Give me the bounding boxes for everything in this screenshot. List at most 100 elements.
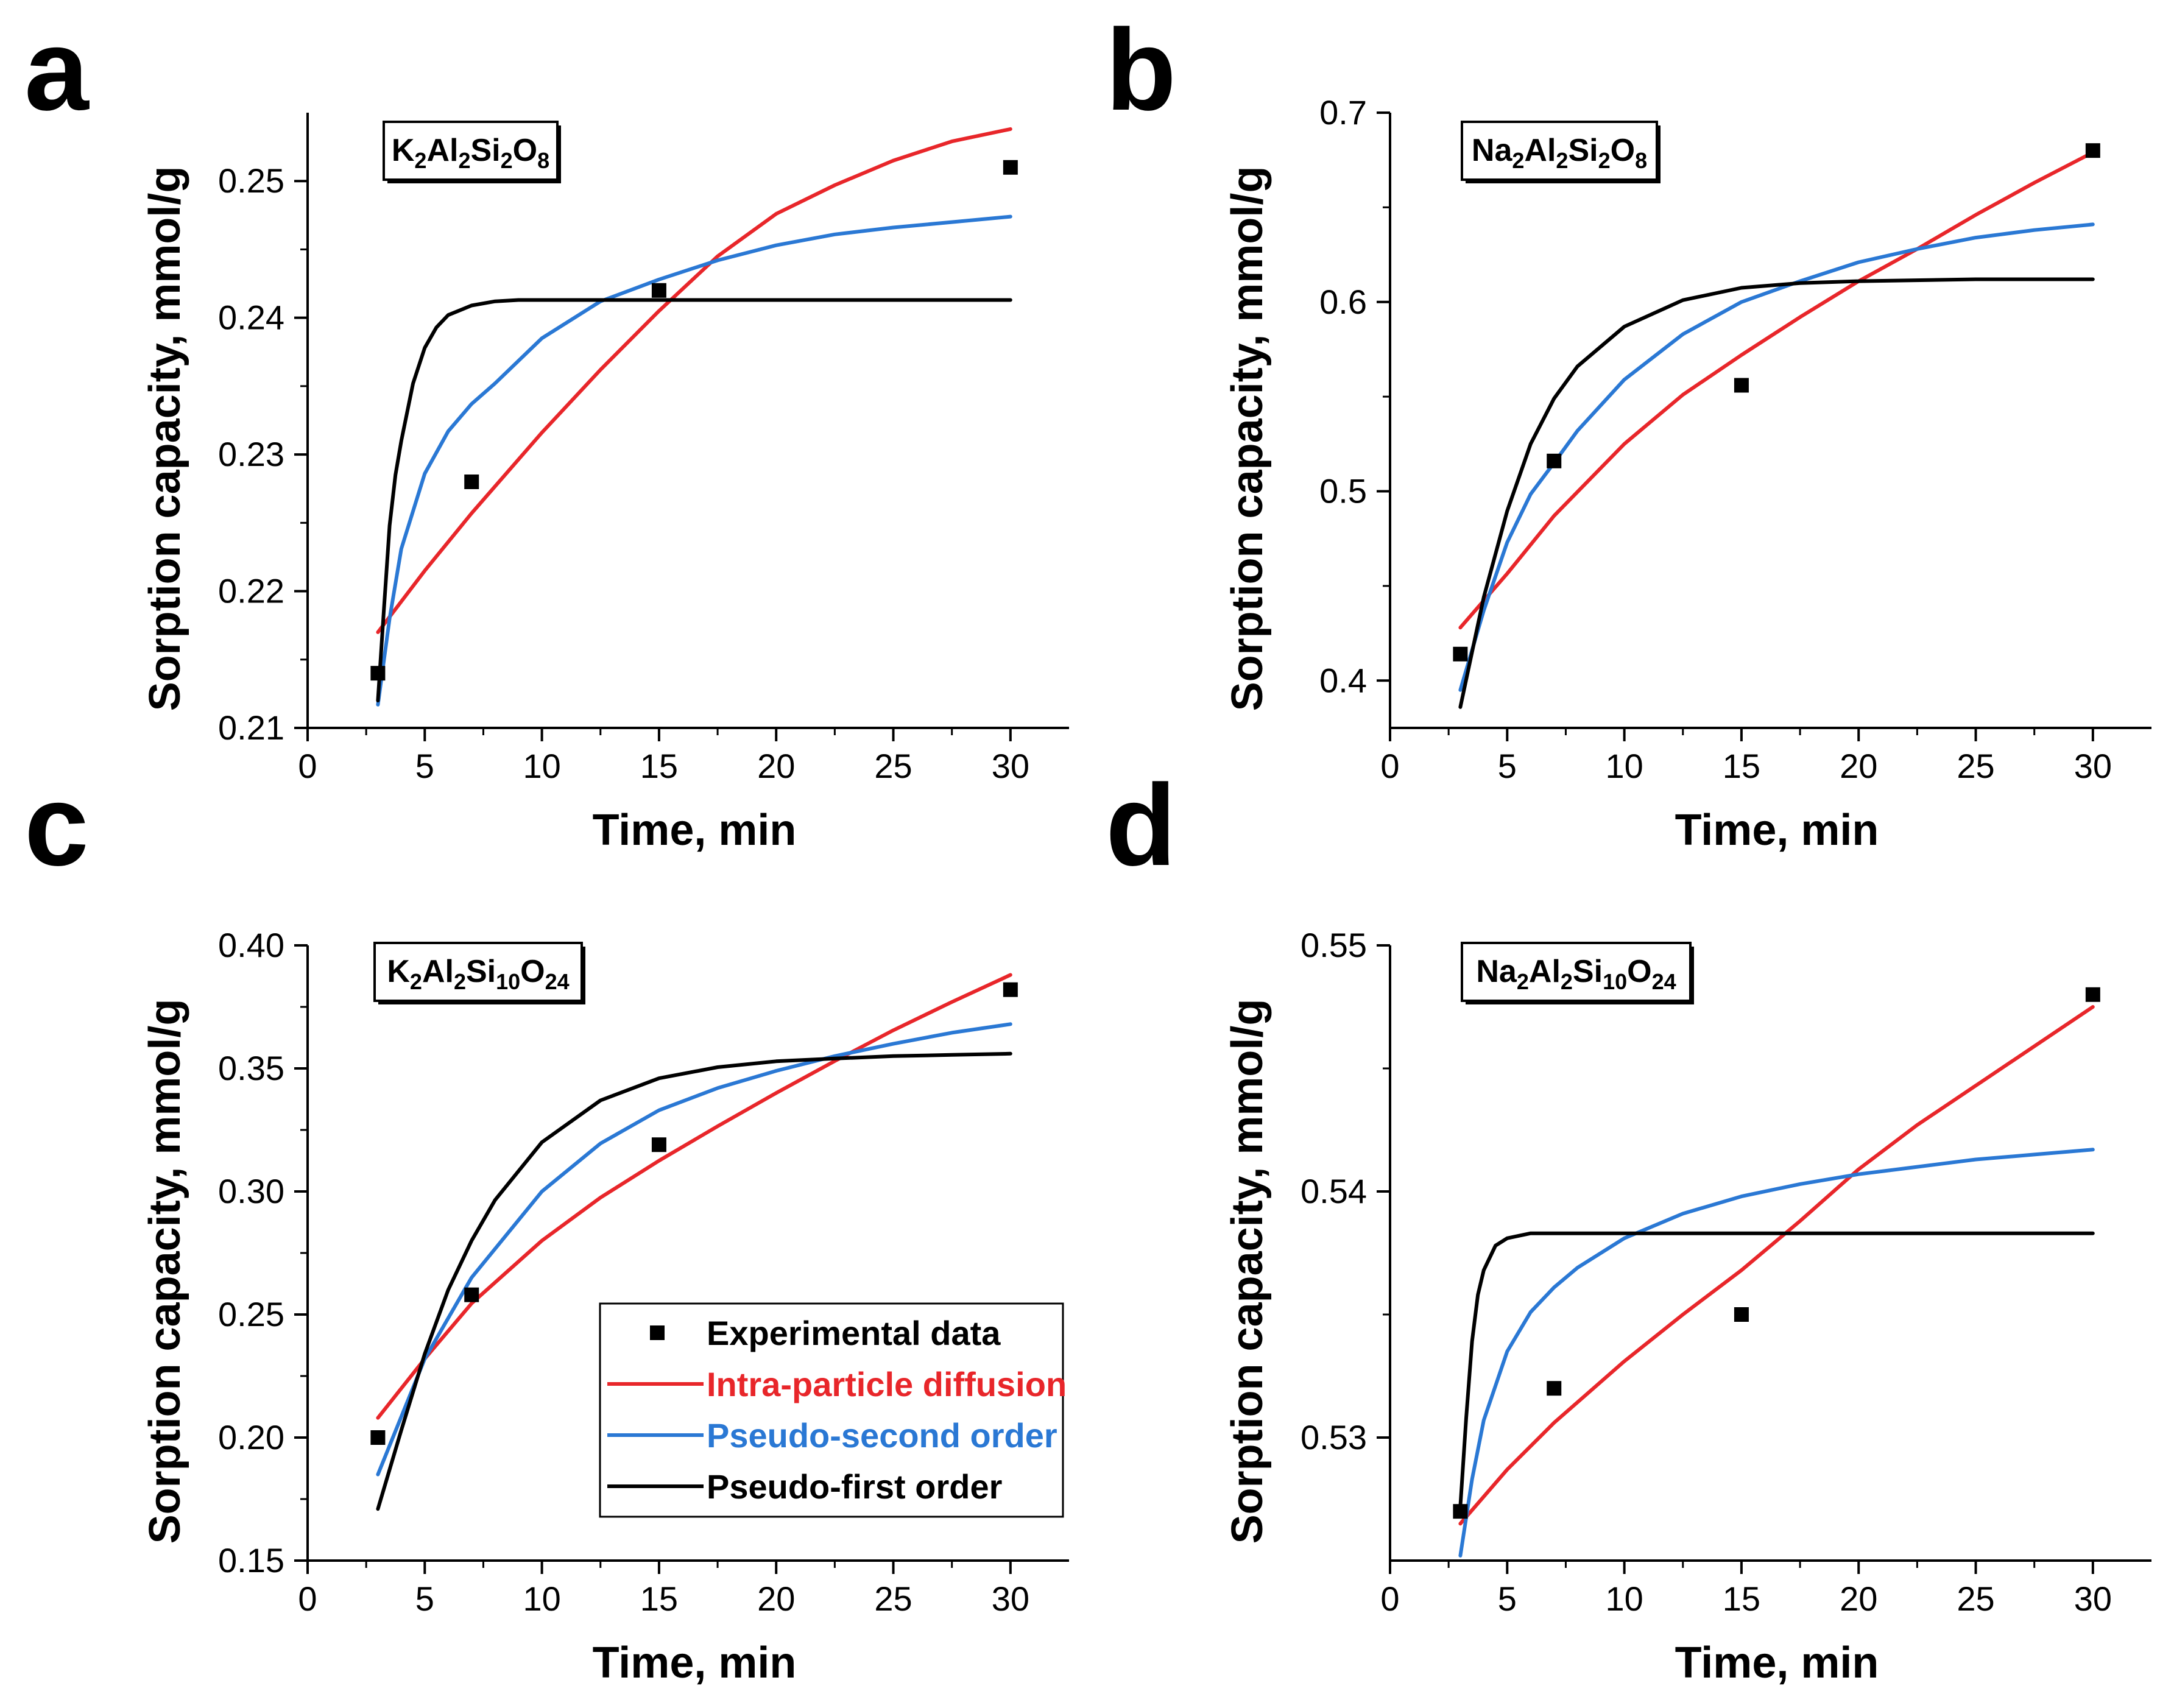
y-tick-label: 0.22: [218, 572, 284, 610]
y-tick-label: 0.35: [218, 1049, 284, 1087]
x-tick-label: 10: [523, 747, 560, 785]
experimental-point: [1003, 982, 1018, 997]
x-tick-label: 0: [1380, 1579, 1399, 1618]
y-tick-label: 0.15: [218, 1541, 284, 1579]
y-tick-label: 0.40: [218, 926, 284, 964]
experimental-point: [2085, 143, 2100, 158]
sample-label-box: [383, 121, 559, 181]
y-tick-label: 0.55: [1301, 926, 1367, 964]
series-line-intra-particle-diffusion: [376, 973, 1012, 1420]
y-tick-label: 0.21: [218, 708, 284, 747]
x-axis-title: Time, min: [593, 806, 797, 855]
x-tick-label: 5: [415, 1579, 434, 1618]
experimental-point: [651, 283, 666, 298]
legend-label-pseudo-second: Pseudo-second order: [707, 1416, 1057, 1455]
x-tick-label: 0: [298, 747, 317, 785]
y-tick-label: 0.5: [1319, 472, 1367, 510]
sample-label: K2Al2Si2O8: [392, 133, 549, 173]
x-tick-label: 5: [1498, 1579, 1517, 1618]
series-line-pseudo-first-order: [376, 298, 1012, 703]
panel-letter: c: [24, 761, 89, 890]
panel-c: c 0 5 10 15 20 25 30 0.15 0.20 0.25 0.30 0.35 0.40 Tim…: [24, 761, 1069, 1687]
x-tick-label: 20: [1840, 1579, 1877, 1618]
y-tick-label: 0.4: [1319, 661, 1367, 699]
series-line-pseudo-first-order: [1458, 1231, 2095, 1509]
series-line-pseudo-second-order: [376, 1022, 1012, 1477]
y-tick-label: 0.7: [1319, 93, 1367, 132]
series-line-intra-particle-diffusion: [1458, 150, 2095, 630]
y-axis-title: Sorption capacity, mmol/g: [1223, 166, 1272, 711]
experimental-point: [1547, 453, 1562, 468]
y-tick-label: 0.6: [1319, 283, 1367, 321]
panel-letter: d: [1106, 761, 1176, 890]
experimental-point: [651, 1137, 666, 1152]
experimental-point: [464, 475, 479, 489]
series-line-pseudo-first-order: [1458, 277, 2095, 709]
series-line-pseudo-first-order: [376, 1051, 1012, 1511]
x-tick-label: 15: [640, 747, 678, 785]
x-tick-label: 20: [757, 1579, 795, 1618]
experimental-point: [1734, 378, 1749, 393]
x-tick-label: 15: [1723, 747, 1760, 785]
x-tick-label: 20: [1840, 747, 1877, 785]
x-tick-label: 30: [992, 1579, 1029, 1618]
x-tick-label: 10: [523, 1579, 560, 1618]
x-tick-label: 10: [1605, 747, 1643, 785]
x-tick-label: 15: [1723, 1579, 1760, 1618]
sample-label: K2Al2Si10O24: [387, 954, 569, 994]
x-tick-label: 20: [757, 747, 795, 785]
x-tick-label: 25: [1957, 747, 1994, 785]
x-axis-title: Time, min: [1675, 1639, 1879, 1687]
experimental-point: [1547, 1381, 1562, 1396]
y-axis-title: Sorption capacity, mmol/g: [1223, 999, 1272, 1544]
y-tick-label: 0.53: [1301, 1418, 1367, 1456]
x-tick-label: 25: [874, 1579, 912, 1618]
x-tick-label: 30: [2074, 747, 2112, 785]
series-line-intra-particle-diffusion: [1458, 1005, 2095, 1526]
panel-a: a 0 5 10 15 20 25 30 0.21 0.22 0.23 0.24 0.25 Time, m…: [24, 5, 1069, 855]
y-tick-label: 0.24: [218, 298, 284, 337]
y-axis-title: Sorption capacity, mmol/g: [141, 999, 189, 1544]
x-tick-label: 30: [992, 747, 1029, 785]
experimental-point: [2085, 987, 2100, 1002]
series-line-pseudo-second-order: [376, 214, 1012, 707]
legend-label-intra-particle: Intra-particle diffusion: [707, 1365, 1067, 1403]
legend-label-pseudo-first: Pseudo-first order: [707, 1467, 1002, 1506]
panel-letter: a: [24, 5, 90, 135]
y-tick-label: 0.23: [218, 435, 284, 473]
legend-label-experimental: Experimental data: [707, 1314, 1001, 1352]
experimental-point: [1453, 646, 1468, 662]
y-tick-label: 0.25: [218, 161, 284, 200]
x-tick-label: 5: [415, 747, 434, 785]
y-tick-label: 0.25: [218, 1295, 284, 1333]
series-line-intra-particle-diffusion: [376, 127, 1012, 634]
y-tick-label: 0.30: [218, 1172, 284, 1210]
experimental-point: [1734, 1307, 1749, 1322]
x-tick-label: 25: [1957, 1579, 1994, 1618]
experimental-point: [1003, 160, 1018, 175]
panel-b: b 0 5 10 15 20 25 30 0.4 0.5 0.6 0.7 Time, min Sorpti…: [1106, 5, 2151, 855]
experimental-point: [1453, 1504, 1468, 1519]
panel-d: d 0 5 10 15 20 25 30 0.53 0.54 0.55 Time, min Sorpti…: [1106, 761, 2151, 1687]
experimental-point: [464, 1287, 479, 1302]
legend-box: [599, 1302, 1064, 1518]
x-tick-label: 25: [874, 747, 912, 785]
x-tick-label: 10: [1605, 1579, 1643, 1618]
series-line-pseudo-second-order: [1458, 1148, 2095, 1558]
sample-label: Na2Al2Si2O8: [1472, 133, 1647, 173]
y-tick-label: 0.20: [218, 1418, 284, 1456]
x-axis-title: Time, min: [593, 1639, 797, 1687]
x-tick-label: 0: [298, 1579, 317, 1618]
y-tick-label: 0.54: [1301, 1172, 1367, 1210]
panel-letter: b: [1106, 5, 1176, 135]
x-tick-label: 15: [640, 1579, 678, 1618]
legend-marker-experimental: [650, 1325, 665, 1340]
x-tick-label: 5: [1498, 747, 1517, 785]
sample-label-box: [1461, 942, 1692, 1002]
y-axis-title: Sorption capacity, mmol/g: [141, 166, 189, 711]
legend: Experimental data Intra-particle diffusio…: [599, 1302, 1067, 1518]
sample-label-box: [1461, 121, 1658, 181]
sample-label: Na2Al2Si10O24: [1476, 954, 1676, 994]
series-line-pseudo-second-order: [1458, 222, 2095, 692]
